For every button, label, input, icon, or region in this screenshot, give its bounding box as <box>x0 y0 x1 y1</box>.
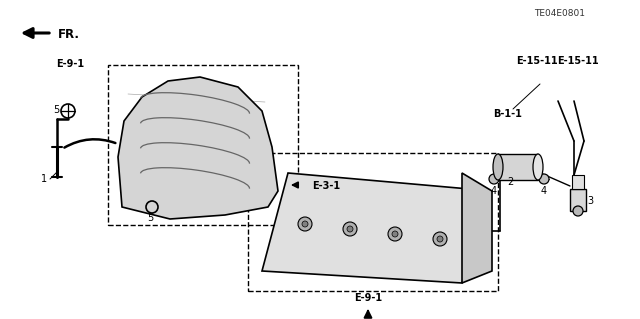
Circle shape <box>433 232 447 246</box>
Bar <box>570 189 586 211</box>
Bar <box>572 175 584 189</box>
Text: 2: 2 <box>507 177 513 187</box>
Circle shape <box>489 174 499 184</box>
Polygon shape <box>118 77 278 219</box>
Bar <box>498 154 538 180</box>
Circle shape <box>392 231 398 237</box>
Text: 5: 5 <box>147 213 153 223</box>
Polygon shape <box>462 173 492 283</box>
Text: TE04E0801: TE04E0801 <box>534 9 586 18</box>
Text: E-3-1: E-3-1 <box>312 181 340 191</box>
Text: 4: 4 <box>491 186 497 196</box>
Text: E-9-1: E-9-1 <box>56 59 84 69</box>
Circle shape <box>573 206 583 216</box>
Circle shape <box>302 221 308 227</box>
Text: FR.: FR. <box>58 28 80 41</box>
Text: 4: 4 <box>541 186 547 196</box>
Text: 1: 1 <box>41 174 47 184</box>
Ellipse shape <box>533 154 543 180</box>
Circle shape <box>539 174 549 184</box>
Circle shape <box>343 222 357 236</box>
Circle shape <box>437 236 443 242</box>
Text: 5: 5 <box>53 105 59 115</box>
Circle shape <box>347 226 353 232</box>
Polygon shape <box>262 173 492 283</box>
Circle shape <box>298 217 312 231</box>
Text: B-1-1: B-1-1 <box>493 109 522 119</box>
Text: E-15-11: E-15-11 <box>557 56 599 66</box>
Circle shape <box>388 227 402 241</box>
Text: 3: 3 <box>587 196 593 206</box>
Text: E-9-1: E-9-1 <box>354 293 382 303</box>
Ellipse shape <box>493 154 503 180</box>
Text: E-15-11: E-15-11 <box>516 56 558 66</box>
